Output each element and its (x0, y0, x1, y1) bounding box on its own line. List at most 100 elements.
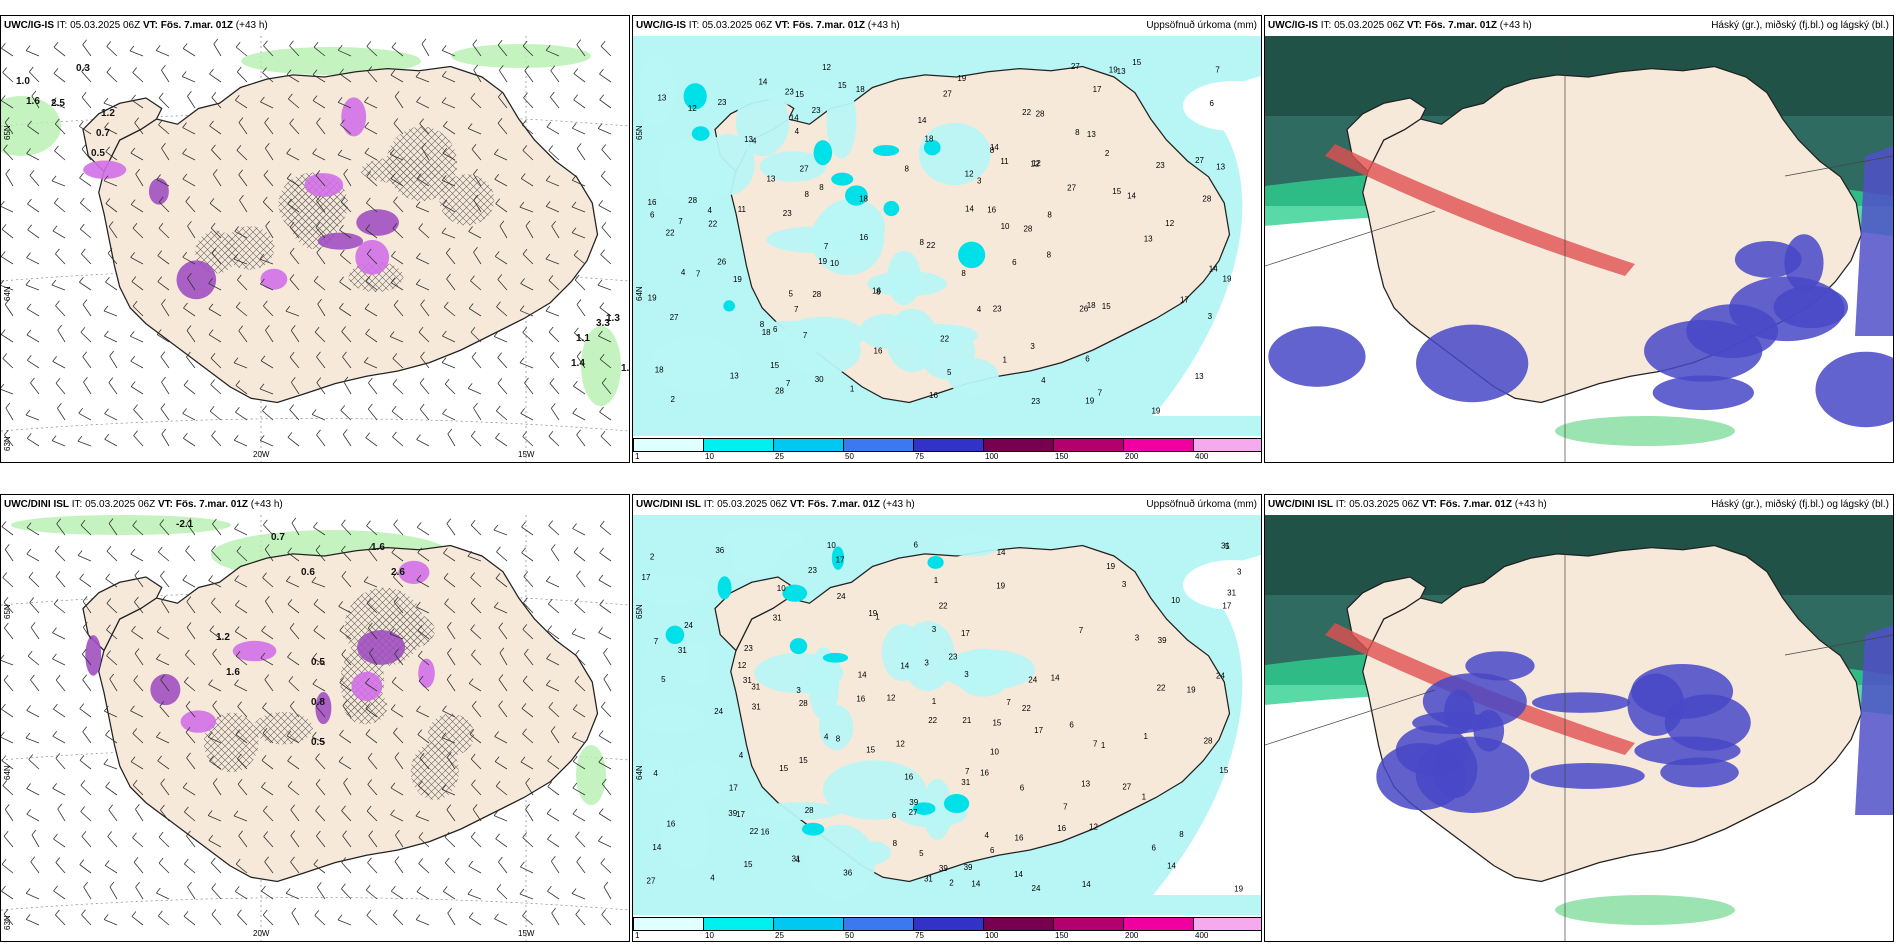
precip-value: 24 (837, 592, 846, 601)
wind-barb (82, 44, 92, 57)
precip-value: 19 (1234, 885, 1243, 894)
wind-barb (341, 810, 352, 822)
wind-barb (470, 98, 482, 109)
wind-barb-flag (573, 94, 578, 101)
wind-barb-flag (418, 832, 424, 838)
wind-barb (1, 334, 14, 343)
low-cloud (1773, 285, 1849, 329)
wind-barb-flag (134, 570, 140, 576)
wind-barb-flag (365, 677, 370, 684)
precip-value: 6 (1151, 844, 1156, 853)
wind-barb-flag (467, 888, 473, 895)
wind-barb (521, 526, 534, 536)
wind-barb (364, 101, 378, 109)
precip-value: 14 (858, 670, 867, 679)
wind-barb-flag (108, 221, 114, 227)
precip-value: 22 (926, 241, 935, 250)
wind-barb-flag (495, 573, 501, 579)
wind-barb (470, 758, 482, 770)
wind-barb-flag (286, 148, 291, 154)
wind-barb (55, 914, 66, 926)
colorbar-swatch (773, 438, 844, 452)
precip-value: 3 (1135, 634, 1140, 643)
precip-value: 15 (770, 361, 779, 370)
wind-barb-flag (525, 220, 531, 227)
wind-barb-flag (186, 518, 192, 524)
wind-barb-flag (471, 700, 477, 707)
wind-barb (106, 46, 118, 57)
wind-barb (79, 228, 92, 239)
wind-barb-flag (393, 299, 399, 306)
wind-barb-flag (312, 678, 318, 685)
precip-value: 16 (761, 827, 770, 836)
wind-barb-flag (77, 550, 83, 556)
wind-barb (339, 682, 352, 692)
precip-value: 16 (1057, 824, 1066, 833)
wind-barb (160, 783, 170, 796)
wind-barb-flag (546, 653, 551, 659)
wind-barb (4, 809, 14, 822)
wind-barb (291, 912, 300, 926)
precip-value: 14 (1209, 265, 1218, 274)
wind-barb (262, 410, 274, 421)
wind-barb-flag (26, 303, 32, 310)
wind-barb (312, 683, 326, 692)
wind-barb-flag (234, 575, 239, 581)
wind-barb-flag (421, 142, 427, 149)
wind-barb-flag (1, 279, 5, 285)
wind-barb-flag (135, 168, 140, 175)
wind-barb-flag (600, 431, 606, 437)
wind-barb (130, 553, 144, 562)
wind-barb (105, 734, 118, 744)
wind-barb-flag (441, 45, 447, 51)
wind-barb-flag (574, 274, 580, 281)
wind-barb (158, 836, 170, 848)
wind-barb (391, 552, 404, 562)
wind-barb-flag (182, 408, 187, 414)
wind-barb (338, 761, 352, 770)
precip-value: 8 (893, 839, 898, 848)
snow-area (180, 710, 217, 733)
wind-barb-flag (212, 700, 217, 707)
wind-barb (363, 581, 378, 588)
precip-value: 2 (1105, 149, 1110, 158)
wind-barb (315, 810, 326, 822)
wind-barb (519, 893, 534, 900)
wind-barb-flag (187, 220, 192, 227)
precip-value: 6 (1085, 355, 1090, 364)
precip-value: 5 (789, 289, 794, 298)
wind-barb (571, 206, 586, 213)
wind-barb (366, 253, 378, 265)
axis-label: 15W (518, 929, 535, 938)
snow-depth-label: 0.5 (311, 657, 325, 668)
wind-barb-flag (288, 93, 293, 100)
wind-barb-flag (4, 299, 10, 305)
icing-hatch (410, 742, 459, 800)
wind-barb-flag (155, 45, 161, 51)
wind-barb (51, 180, 66, 187)
wind-barb (265, 329, 274, 343)
wind-barb-flag (182, 574, 188, 581)
wind-barb-flag (575, 831, 580, 837)
map-panel-ig-cloud: UWC/IG-IS IT: 05.03.2025 06Z VT: Fös. 7.… (1264, 15, 1894, 463)
wind-barb (548, 280, 560, 291)
wind-barb (263, 45, 274, 57)
wind-barb (235, 863, 248, 874)
wind-barb (467, 128, 482, 135)
wind-barb-flag (525, 803, 530, 810)
wind-barb (182, 579, 196, 588)
wind-barb (365, 229, 378, 239)
wind-barbs (1, 517, 612, 926)
wind-barb-flag (473, 168, 478, 175)
wind-barb (235, 734, 248, 744)
wind-barb (2, 358, 14, 369)
precip-value: 27 (1067, 183, 1076, 192)
wind-barb (601, 706, 612, 718)
wind-barb-flag (130, 756, 136, 762)
wind-barb-flag (416, 96, 421, 102)
wind-barb-flag (549, 351, 555, 358)
wind-barb-flag (313, 859, 319, 865)
wind-barb-flag (132, 223, 138, 229)
wind-barb (573, 551, 586, 562)
precip-value: 7 (965, 767, 970, 776)
